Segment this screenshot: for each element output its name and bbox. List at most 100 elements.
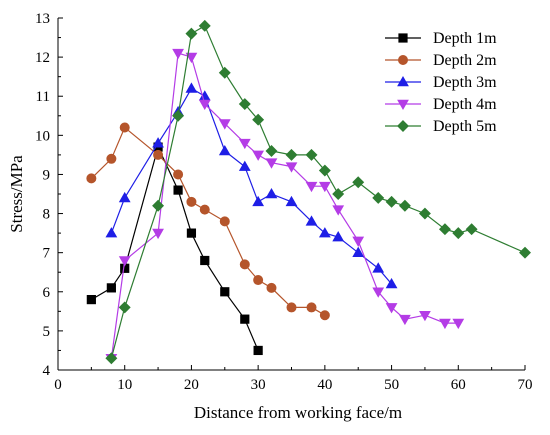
data-point	[252, 113, 265, 126]
data-point	[238, 160, 251, 171]
data-point	[119, 122, 130, 133]
data-point	[305, 148, 318, 161]
legend-label: Depth 2m	[433, 52, 497, 69]
data-point	[172, 48, 184, 60]
y-tick-label: 5	[43, 324, 51, 340]
legend-marker	[398, 33, 408, 43]
data-point	[305, 181, 318, 193]
series-line	[110, 87, 393, 285]
data-point	[332, 188, 345, 200]
data-point	[519, 246, 531, 259]
data-point	[106, 283, 116, 293]
data-point	[173, 169, 184, 180]
series-1	[86, 142, 263, 356]
data-point	[198, 99, 211, 111]
legend-item: Depth 3m	[385, 74, 497, 91]
data-point	[285, 162, 298, 173]
legend-label: Depth 3m	[433, 74, 497, 91]
series-layer	[86, 19, 531, 365]
data-point	[240, 314, 250, 324]
series-3	[105, 82, 398, 289]
data-point	[218, 144, 231, 156]
data-point	[252, 150, 265, 161]
x-axis-title: Distance from working face/m	[194, 403, 402, 422]
legend-marker	[397, 55, 408, 66]
data-point	[452, 227, 465, 240]
data-point	[173, 185, 183, 195]
data-point	[200, 255, 210, 266]
data-point	[219, 216, 230, 227]
data-point	[332, 205, 345, 216]
series-2	[86, 122, 330, 321]
data-point	[106, 153, 117, 164]
data-point	[185, 82, 198, 93]
data-point	[218, 66, 231, 79]
data-point	[318, 181, 331, 193]
data-point	[266, 282, 277, 293]
data-point	[385, 303, 398, 314]
axes: 0 10 20 30 40 50 60 70 4 5 6 7 8 9 10 11 12 13	[35, 11, 533, 393]
y-tick-label: 7	[43, 246, 51, 262]
legend-item: Depth 4m	[385, 96, 497, 113]
x-tick-label: 70	[518, 377, 533, 393]
data-point	[118, 301, 131, 314]
data-point	[172, 109, 185, 122]
data-point	[285, 195, 298, 207]
data-point	[86, 294, 96, 305]
y-tick-label: 9	[43, 167, 51, 183]
data-point	[305, 215, 318, 226]
data-point	[418, 207, 431, 220]
data-point	[185, 27, 198, 40]
data-point	[372, 191, 385, 204]
data-point	[86, 173, 97, 184]
data-point	[319, 310, 330, 321]
legend-item: Depth 2m	[385, 52, 497, 69]
y-tick-label: 13	[35, 11, 50, 27]
legend: Depth 1m Depth 2m Depth 3m Depth 4m Depth 5m	[385, 30, 497, 135]
data-point	[465, 223, 478, 236]
legend-label: Depth 1m	[433, 30, 497, 47]
data-point	[199, 204, 210, 215]
data-point	[352, 236, 365, 247]
x-tick-label: 20	[184, 377, 199, 393]
data-point	[265, 145, 278, 157]
data-point	[318, 227, 331, 238]
data-point	[372, 262, 385, 273]
legend-marker	[397, 75, 409, 87]
series-line	[91, 145, 259, 351]
data-point	[452, 318, 465, 330]
data-point	[352, 246, 365, 257]
data-point	[218, 119, 231, 130]
data-point	[285, 148, 298, 161]
x-tick-label: 50	[384, 377, 399, 393]
data-point	[372, 287, 385, 298]
data-point	[252, 195, 265, 207]
y-tick-label: 6	[43, 285, 51, 301]
data-point	[198, 19, 211, 32]
legend-item: Depth 5m	[385, 118, 497, 135]
series-5	[105, 19, 531, 365]
data-point	[186, 228, 197, 238]
data-point	[265, 158, 278, 169]
y-tick-label: 12	[35, 50, 50, 66]
data-point	[185, 52, 198, 64]
data-point	[152, 228, 164, 240]
data-point	[419, 310, 431, 322]
data-point	[153, 149, 164, 160]
data-point	[220, 287, 230, 297]
y-axis-title: Stress/MPa	[7, 155, 26, 233]
x-tick-label: 40	[317, 377, 332, 393]
data-point	[238, 138, 251, 150]
x-tick-label: 60	[451, 377, 466, 393]
x-tick-label: 30	[251, 377, 266, 393]
data-point	[186, 196, 197, 207]
data-point	[399, 314, 411, 326]
data-point	[385, 277, 398, 289]
data-point	[318, 164, 331, 177]
data-point	[332, 231, 345, 242]
data-point	[398, 199, 411, 212]
data-point	[105, 352, 118, 365]
data-point	[253, 275, 264, 286]
y-tick-label: 10	[35, 128, 50, 144]
y-tick-label: 8	[43, 207, 51, 223]
